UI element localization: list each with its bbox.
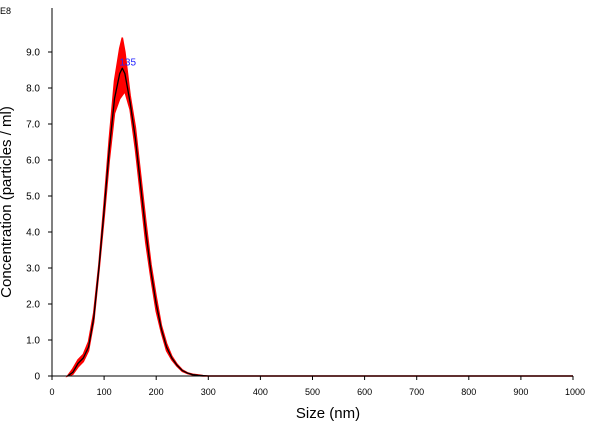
- peak-label: 135: [119, 57, 136, 68]
- y-tick-label: 1.0: [26, 336, 40, 347]
- x-axis-title: Size (nm): [296, 405, 360, 422]
- error-band: [65, 37, 573, 378]
- y-tick-label: 2.0: [26, 300, 40, 311]
- y-ticks: 0 1.0 2.0 3.0 4.0 5.0 6.0 7.0 8.0 9.0: [26, 48, 52, 383]
- y-tick-label: 3.0: [26, 264, 40, 275]
- x-tick-label: 700: [409, 387, 424, 397]
- y-tick-label: 4.0: [26, 228, 40, 239]
- y-tick-label: 9.0: [26, 48, 40, 59]
- x-tick-label: 400: [253, 387, 268, 397]
- y-tick-label: 7.0: [26, 120, 40, 131]
- y-tick-label: 6.0: [26, 156, 40, 167]
- x-ticks: 0 100 200 300 400 500 600 700 800 900 1000: [49, 376, 585, 397]
- y-axis-title: Concentration (particles / ml): [0, 106, 15, 298]
- x-tick-label: 800: [461, 387, 476, 397]
- x-tick-label: 200: [149, 387, 164, 397]
- y-tick-label: 8.0: [26, 84, 40, 95]
- x-tick-label: 100: [97, 387, 112, 397]
- y-tick-label: 0: [34, 372, 40, 383]
- y-tick-label: 5.0: [26, 192, 40, 203]
- x-tick-label: 600: [357, 387, 372, 397]
- x-tick-label: 300: [201, 387, 216, 397]
- x-tick-label: 900: [513, 387, 528, 397]
- y-exponent-label: E8: [0, 6, 11, 16]
- x-tick-label: 500: [305, 387, 320, 397]
- x-tick-label: 1000: [565, 387, 585, 397]
- x-tick-label: 0: [49, 387, 54, 397]
- error-band-layer: [65, 37, 573, 378]
